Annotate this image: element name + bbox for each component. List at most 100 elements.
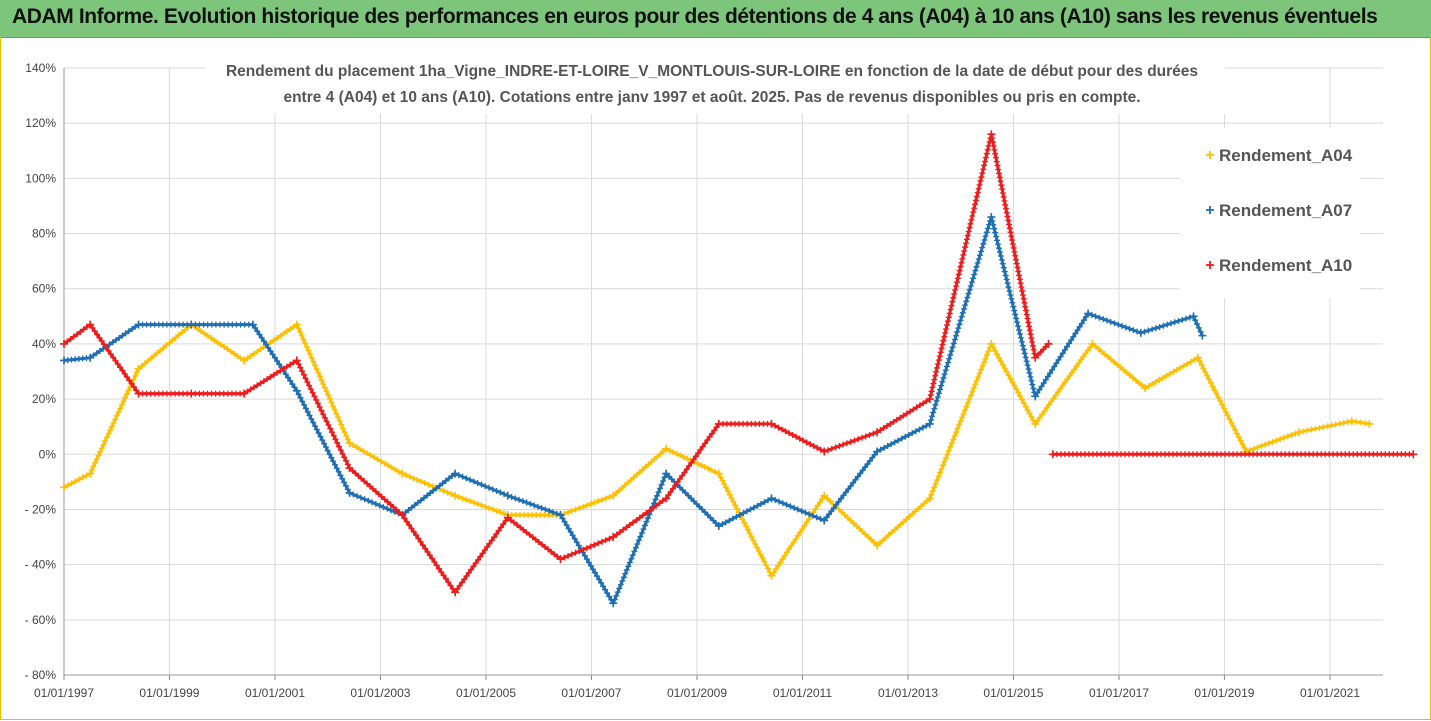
series-rendement_a07-data-point [86,353,95,362]
legend-marker [1206,261,1214,269]
series-rendement_a04-data-point [240,356,249,365]
series-rendement_a04-data-point [1295,428,1304,437]
y-tick-label: - 40% [25,558,57,572]
x-tick-label: 01/01/1997 [34,686,94,700]
series-rendement_a10-data-point [925,395,934,404]
series-rendement_a04-data-point [451,491,460,500]
x-tick-label: 01/01/1999 [139,686,199,700]
series-rendement_a07-data-point [1198,331,1207,340]
series-rendement_a10-segment-markers [1049,451,1417,458]
series-rendement_a04-data-point [1347,417,1356,426]
series-rendement_a10-data-point [503,513,512,522]
x-tick-label: 01/01/2001 [245,686,305,700]
series-rendement_a10-data-point [556,555,565,564]
series-rendement_a07-markers [61,213,1206,607]
series-rendement_a10-data-point [662,494,671,503]
chart-title-line: entre 4 (A04) et 10 ans (A10). Cotations… [283,89,1140,106]
y-tick-label: 60% [32,282,56,296]
x-tick-label: 01/01/2013 [878,686,938,700]
series-rendement_a04-data-point [925,494,934,503]
x-tick-label: 01/01/2017 [1089,686,1149,700]
y-tick-label: 140% [25,61,56,75]
series-rendement_a07-data-point [556,510,565,519]
y-tick-label: 40% [32,337,56,351]
series-rendement_a04-data-point [1193,353,1202,362]
series-rendement_a07-data-point [345,488,354,497]
series-rendement_a10-data-point [240,389,249,398]
series-rendement_a04-data-point [1365,419,1374,428]
series-rendement_a04-data-point [873,541,882,550]
chart-title-line: Rendement du placement 1ha_Vigne_INDRE-E… [226,63,1198,80]
series-rendement_a04-data-point [662,444,671,453]
series-rendement_a07 [60,212,1207,608]
series-rendement_a04-data-point [134,364,143,373]
x-tick-label: 01/01/2021 [1300,686,1360,700]
series-rendement_a04-line [63,323,1370,578]
x-tick-label: 01/01/2005 [456,686,516,700]
series-rendement_a07-data-point [767,494,776,503]
legend-label: Rendement_A10 [1219,256,1352,275]
series-rendement_a07-data-point [503,491,512,500]
series-rendement_a10-data-point [345,464,354,473]
series-rendement_a04-data-point [1088,339,1097,348]
series-rendement_a04-data-point [398,469,407,478]
series-rendement_a07-data-point [451,469,460,478]
series-rendement_a10-data-point [714,419,723,428]
y-tick-label: - 20% [25,502,57,516]
series-rendement_a07-data-point [662,469,671,478]
chart-title-backdrop [205,56,1225,114]
series-rendement_a07-data-point [1189,312,1198,321]
series-rendement_a10-data-point [609,533,618,542]
series-rendement_a10-data-point [292,356,301,365]
series-rendement_a04-data-point [987,339,996,348]
series-rendement_a10-data-point [86,320,95,329]
x-tick-label: 01/01/2007 [561,686,621,700]
title-banner: ADAM Informe. Evolution historique des p… [0,0,1431,38]
series-rendement_a10-data-point [987,130,996,139]
series-rendement_a10-segment-data-point [1409,450,1418,459]
series-rendement_a10 [60,130,1053,597]
series-rendement_a10-data-point [187,389,196,398]
series-rendement_a04-data-point [820,491,829,500]
series-rendement_a07-data-point [187,320,196,329]
y-tick-label: 80% [32,227,56,241]
y-tick-label: - 60% [25,613,57,627]
series-rendement_a07-data-point [873,447,882,456]
series-rendement_a10-data-point [1044,339,1053,348]
series-rendement_a04-data-point [60,483,68,492]
series-rendement_a07-data-point [609,599,618,608]
x-tick-label: 01/01/2003 [350,686,410,700]
series-rendement_a04-data-point [1031,419,1040,428]
series-rendement_a07-line [63,215,1204,605]
y-tick-label: 100% [25,171,56,185]
series-rendement_a10-data-point [767,419,776,428]
x-tick-label: 01/01/2009 [667,686,727,700]
series-rendement_a10-data-point [451,588,460,597]
series-rendement_a10-data-point [60,339,68,348]
series-rendement_a10-data-point [873,428,882,437]
series-rendement_a07-data-point [1031,392,1040,401]
series-rendement_a07-data-point [134,320,143,329]
series-rendement_a10-markers [61,131,1052,596]
series-rendement_a07-data-point [820,516,829,525]
series-rendement_a10-data-point [398,510,407,519]
series-rendement_a07-data-point [987,212,996,221]
series-rendement_a04-data-point [714,469,723,478]
page-title: ADAM Informe. Evolution historique des p… [12,5,1378,28]
series-rendement_a04-data-point [767,571,776,580]
series-rendement_a04 [60,320,1374,580]
series-rendement_a07-data-point [1136,328,1145,337]
series-rendement_a07-data-point [292,386,301,395]
series-rendement_a04-markers [61,321,1373,579]
series-rendement_a07-data-point [60,356,68,365]
series-rendement_a10-data-point [134,389,143,398]
series-rendement_a10-segment [1048,450,1418,459]
legend-label: Rendement_A07 [1219,201,1352,220]
series-rendement_a07-data-point [1084,309,1093,318]
y-tick-label: - 80% [25,668,57,682]
series-rendement_a07-data-point [714,522,723,531]
series-rendement_a07-data-point [248,320,257,329]
series-rendement_a04-data-point [609,491,618,500]
legend-marker [1206,151,1214,159]
